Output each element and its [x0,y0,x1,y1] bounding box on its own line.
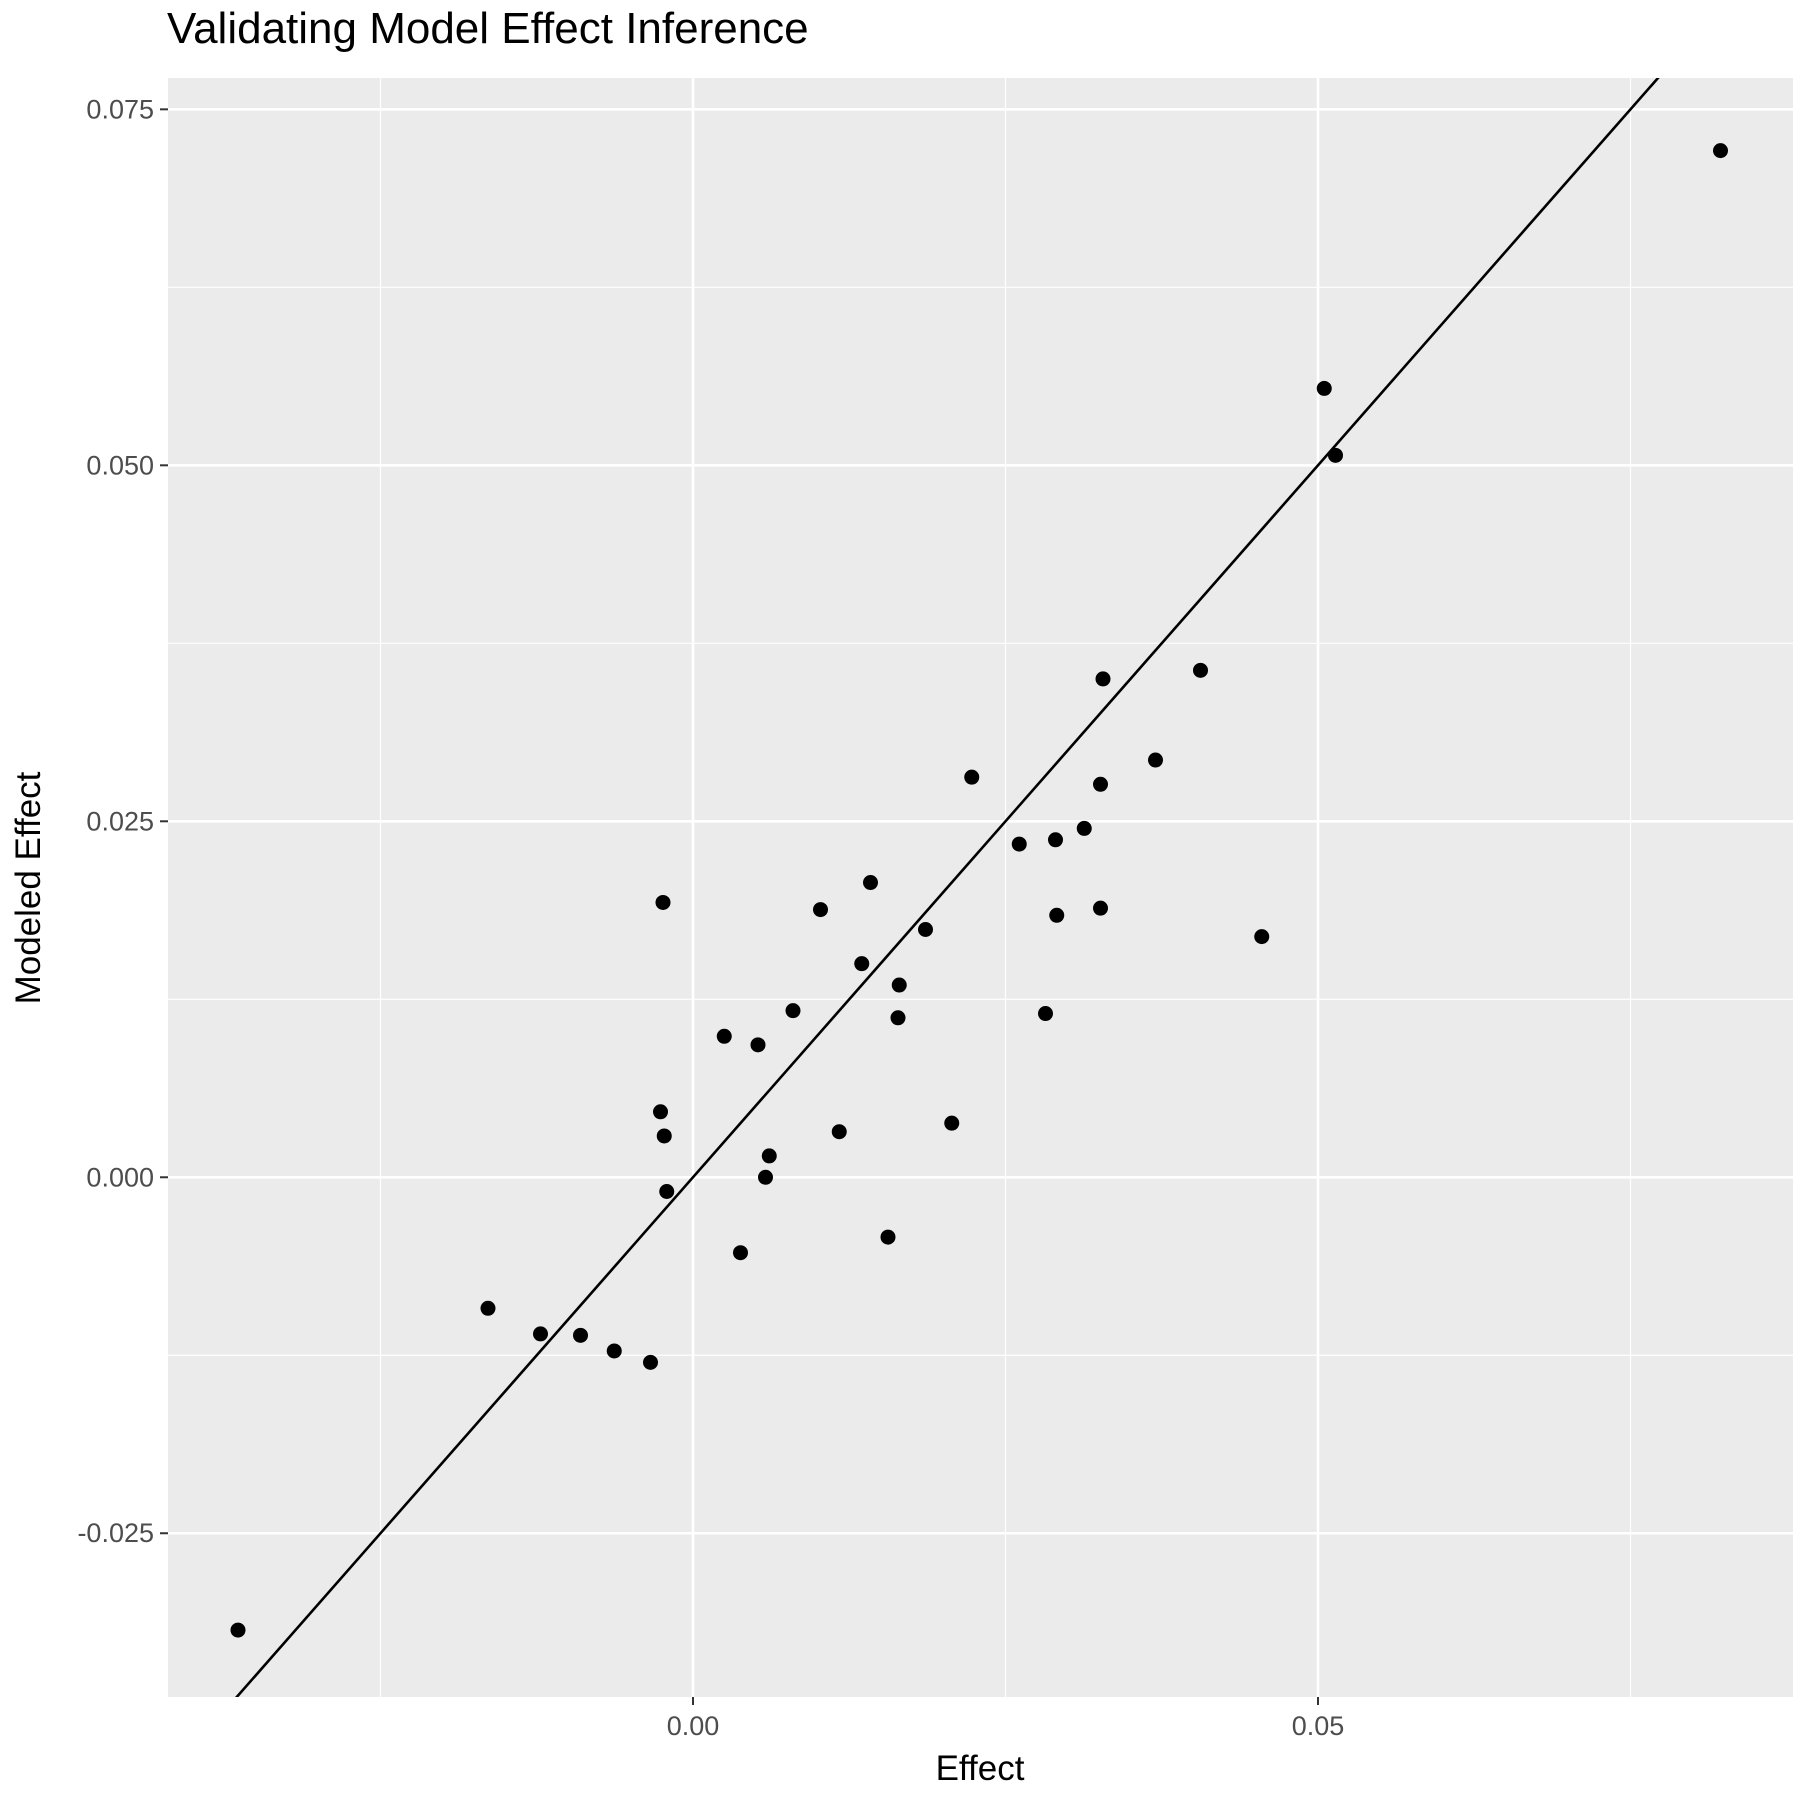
major-gridlines [168,78,1793,1697]
data-point [643,1354,658,1370]
data-point [1038,1006,1053,1022]
data-point [659,1184,675,1200]
data-point [831,1124,847,1140]
data-point [891,977,907,993]
plot-panel [168,78,1793,1697]
y-tick-label: 0.000 [86,1162,154,1192]
data-point [813,902,828,918]
data-point [944,1115,960,1131]
data-point [1048,832,1063,848]
y-tick-label: 0.075 [86,94,154,124]
data-point [761,1148,777,1164]
y-tick-label: 0.025 [86,806,154,836]
data-point [1093,776,1108,792]
data-point [230,1622,246,1638]
minor-gridlines [168,78,1793,1697]
data-point [573,1327,588,1343]
reference-line-group [235,78,1660,1697]
data-point [750,1037,766,1053]
data-point [655,894,671,910]
x-tick-label: 0.05 [1292,1711,1345,1741]
y-tick-label: -0.025 [77,1518,154,1548]
data-point [480,1300,496,1316]
reference-line [235,78,1660,1697]
data-point [1076,820,1092,836]
data-point [606,1343,622,1359]
data-point [1148,752,1163,768]
data-point [785,1003,801,1019]
data-point [880,1229,896,1245]
data-point [890,1010,906,1026]
data-point [964,769,980,785]
data-point [1095,671,1111,687]
data-point [1049,907,1065,923]
data-point [918,922,933,938]
data-point [653,1104,668,1120]
y-axis-title: Modeled Effect [9,771,48,1004]
chart-title: Validating Model Effect Inference [167,4,809,53]
data-point [1093,900,1108,916]
x-tick-label: 0.00 [667,1711,720,1741]
data-point [1011,836,1027,852]
data-point [854,956,870,972]
data-point [733,1245,748,1261]
x-axis-title: Effect [936,1749,1025,1788]
data-points [230,143,1728,1638]
data-point [656,1128,672,1144]
x-axis: 0.00 0.05 [667,1697,1345,1741]
data-point [1193,662,1208,678]
data-point [1713,143,1728,159]
data-point [1328,447,1343,463]
data-point [1316,380,1332,396]
data-point [758,1169,773,1185]
data-point [863,875,878,891]
y-axis: -0.025 0.000 0.025 0.050 0.075 [77,94,168,1548]
y-tick-label: 0.050 [86,450,154,480]
data-point [533,1326,548,1342]
data-point [1254,929,1270,945]
data-point [716,1028,732,1044]
